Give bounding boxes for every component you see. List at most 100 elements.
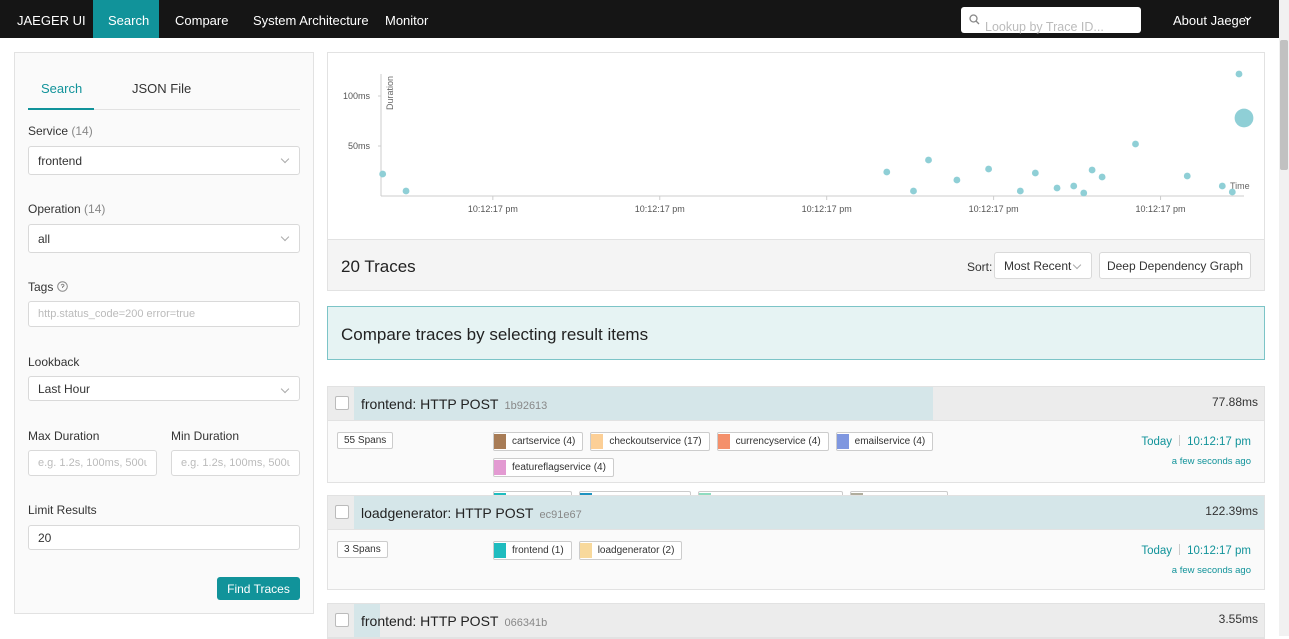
span-count: 3 Spans [337, 541, 388, 558]
trace-title: frontend: HTTP POST 1b92613 [361, 396, 547, 412]
service-name: emailservice (4) [854, 436, 926, 447]
trace-point[interactable] [910, 187, 917, 195]
trace-point[interactable] [1183, 172, 1191, 180]
trace-item[interactable]: frontend: HTTP POST 066341b 3.55ms [327, 603, 1265, 639]
trace-point[interactable] [1016, 187, 1024, 195]
x-tick-label: 10:12:17 pm [468, 204, 518, 214]
service-swatch [494, 460, 506, 475]
trace-point[interactable] [1234, 108, 1254, 128]
service-name: loadgenerator (2) [597, 545, 675, 556]
select-value: frontend [38, 153, 83, 168]
find-traces-button[interactable]: Find Traces [217, 577, 300, 600]
x-tick-label: 10:12:17 pm [969, 204, 1019, 214]
trace-item[interactable]: frontend: HTTP POST 1b92613 77.88ms 55 Span… [327, 386, 1265, 536]
trace-point[interactable] [883, 168, 891, 176]
dependency-graph-button[interactable]: Deep Dependency Graph [1099, 252, 1251, 279]
service-tag: frontend (1) [493, 541, 572, 560]
trace-point[interactable] [985, 165, 993, 173]
tab[interactable]: JSON File [132, 81, 192, 96]
duration-bar [354, 496, 1264, 529]
trace-name: frontend: HTTP POST [361, 613, 499, 629]
count: (14) [71, 124, 93, 138]
select-checkbox[interactable] [335, 396, 349, 410]
tab-underline [28, 108, 94, 110]
service-tag: cartservice (4) [493, 432, 584, 451]
trace-item[interactable]: loadgenerator: HTTP POST ec91e67 122.39ms 3… [327, 495, 1265, 590]
results-panel: Duration Time 50ms 100ms 10:12:17 pm 10:12:17… [327, 52, 1265, 291]
trace-start: Today 10:12:17 pm a few seconds ago [1141, 435, 1251, 467]
service-name: featureflagservice (4) [512, 462, 606, 473]
field-label: Service (14) [28, 124, 93, 138]
duration-bar [354, 604, 381, 637]
trace-point[interactable] [1031, 169, 1039, 177]
service-select[interactable]: frontend [28, 146, 300, 175]
trace-body: 55 Spans cartservice (4) checkoutservice (… [328, 421, 1264, 536]
search-icon [969, 14, 980, 25]
start-time: Today 10:12:17 pm [1141, 435, 1251, 448]
trace-header: frontend: HTTP POST 066341b 3.55ms [328, 604, 1264, 638]
y-tick-label: 100ms [343, 91, 371, 101]
search-panel: Search JSON File Service (14) frontend O… [14, 52, 314, 614]
lookback-select[interactable]: Last Hour [28, 376, 300, 401]
start-day: Today [1141, 436, 1173, 448]
trace-duration: 77.88ms [1211, 395, 1258, 409]
nav-item[interactable]: Compare [175, 13, 229, 28]
service-tags: frontend (1) loadgenerator (2) [493, 541, 1043, 560]
trace-point[interactable] [1053, 184, 1061, 192]
trace-point[interactable] [402, 187, 410, 195]
select-checkbox[interactable] [335, 613, 349, 627]
service-name: currencyservice (4) [735, 436, 821, 447]
sort-select[interactable]: Most Recent [994, 252, 1092, 279]
trace-id: ec91e67 [539, 509, 582, 521]
x-axis-label: Time [1230, 181, 1250, 191]
trace-point[interactable] [1132, 140, 1139, 148]
trace-header: frontend: HTTP POST 1b92613 77.88ms [328, 387, 1264, 421]
tags-input[interactable]: http.status_code=200 error=true [28, 301, 300, 327]
service-swatch [494, 434, 506, 449]
placeholder: e.g. 1.2s, 100ms, 500us [181, 457, 290, 469]
service-swatch [591, 434, 604, 449]
relative-time: a few seconds ago [1171, 456, 1251, 467]
trace-point[interactable] [1080, 189, 1088, 197]
trace-lookup[interactable]: Lookup by Trace ID... [961, 7, 1141, 34]
count: (14) [84, 202, 106, 216]
help-icon[interactable] [56, 281, 68, 292]
max-duration-input[interactable]: e.g. 1.2s, 100ms, 500us [28, 450, 157, 476]
duration-bar [354, 387, 934, 420]
brand[interactable]: JAEGER UI [17, 13, 86, 28]
about-menu[interactable]: About Jaeger [1173, 13, 1251, 28]
select-value: Last Hour [38, 381, 91, 396]
trace-point[interactable] [1088, 166, 1096, 174]
service-tag: checkoutservice (17) [590, 432, 710, 451]
trace-duration: 3.55ms [1218, 612, 1258, 626]
nav-item[interactable]: Monitor [385, 13, 429, 28]
service-swatch [579, 543, 592, 558]
tab[interactable]: Search [41, 81, 83, 96]
service-swatch [836, 434, 849, 449]
nav-item[interactable]: System Architecture [253, 13, 369, 28]
trace-name: loadgenerator: HTTP POST [361, 505, 534, 521]
operation-select[interactable]: all [28, 224, 300, 253]
y-tick-label: 50ms [348, 141, 371, 151]
placeholder: http.status_code=200 error=true [38, 308, 196, 320]
service-swatch [494, 543, 506, 558]
top-nav: JAEGER UI Search Compare System Architec… [0, 0, 1289, 38]
min-duration-input[interactable]: e.g. 1.2s, 100ms, 500us [171, 450, 300, 476]
trace-start: Today 10:12:17 pm a few seconds ago [1141, 544, 1251, 576]
trace-point[interactable] [953, 176, 961, 184]
trace-point[interactable] [1070, 182, 1078, 190]
select-checkbox[interactable] [335, 505, 349, 519]
compare-message: Compare traces by selecting result items [341, 325, 649, 344]
trace-point[interactable] [1235, 70, 1243, 78]
trace-point[interactable] [379, 170, 387, 178]
input-value: 20 [38, 530, 52, 545]
trace-point[interactable] [1218, 182, 1226, 190]
nav-item[interactable]: Search [108, 13, 150, 28]
trace-point[interactable] [1098, 173, 1106, 181]
field-label: Operation (14) [28, 202, 105, 216]
select-value: Most Recent [1004, 258, 1072, 273]
start-time: Today 10:12:17 pm [1141, 544, 1251, 557]
limit-input[interactable]: 20 [28, 525, 300, 550]
trace-point[interactable] [925, 156, 932, 164]
trace-point[interactable] [1228, 188, 1236, 196]
